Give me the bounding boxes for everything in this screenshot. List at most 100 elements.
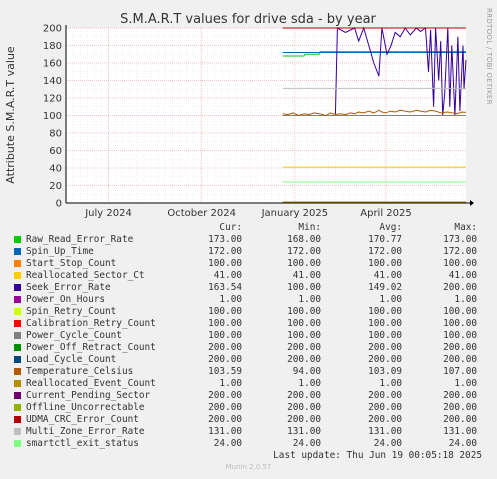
- legend-row: UDMA_CRC_Error_Count 200.00 200.00 200.00 20…: [12, 414, 490, 426]
- legend-swatch: [14, 260, 21, 267]
- column-header-avg: Avg:: [379, 222, 402, 233]
- legend-avg: 172.00: [368, 246, 402, 257]
- legend-swatch: [14, 404, 21, 411]
- legend-min: 24.00: [292, 438, 321, 449]
- legend-min: 94.00: [292, 366, 321, 377]
- legend-row: Spin_Up_Time 172.00 172.00 172.00 172.00: [12, 246, 490, 258]
- legend-max: 200.00: [443, 354, 477, 365]
- y-tick-label: 120: [43, 94, 62, 105]
- legend-name: Load_Cycle_Count: [26, 354, 117, 365]
- legend-row: Reallocated_Sector_Ct 41.00 41.00 41.00 41.0…: [12, 270, 490, 282]
- legend-min: 100.00: [287, 306, 321, 317]
- legend-row: Calibration_Retry_Count 100.00 100.00 100.0…: [12, 318, 490, 330]
- legend-min: 1.00: [298, 294, 321, 305]
- legend-avg: 170.77: [368, 234, 402, 245]
- legend-min: 200.00: [287, 354, 321, 365]
- x-tick-label: October 2024: [167, 208, 236, 219]
- y-tick-label: 200: [43, 24, 62, 35]
- legend-name: Multi_Zone_Error_Rate: [26, 426, 145, 437]
- x-axis-arrow: [470, 200, 474, 206]
- legend-name: Calibration_Retry_Count: [26, 318, 156, 329]
- legend-avg: 41.00: [373, 270, 402, 281]
- x-tick-label: January 2025: [261, 208, 329, 219]
- legend-cur: 100.00: [208, 306, 242, 317]
- legend-swatch: [14, 236, 21, 243]
- y-tick-label: 80: [49, 129, 62, 140]
- legend-name: Raw_Read_Error_Rate: [26, 234, 134, 245]
- series-line-Raw_Read_Error_Rate: [282, 51, 466, 57]
- legend-row: Temperature_Celsius 103.59 94.00 103.09 107.…: [12, 366, 490, 378]
- legend-avg: 100.00: [368, 258, 402, 269]
- legend-swatch: [14, 368, 21, 375]
- legend-name: Power_Off_Retract_Count: [26, 342, 156, 353]
- legend-swatch: [14, 344, 21, 351]
- legend-cur: 200.00: [208, 414, 242, 425]
- legend-min: 100.00: [287, 330, 321, 341]
- legend-swatch: [14, 308, 21, 315]
- legend-cur: 24.00: [213, 438, 242, 449]
- legend-row: Current_Pending_Sector 200.00 200.00 200.00…: [12, 390, 490, 402]
- y-tick-label: 140: [43, 76, 62, 87]
- legend-max: 100.00: [443, 258, 477, 269]
- legend-row: Spin_Retry_Count 100.00 100.00 100.00 100.00: [12, 306, 490, 318]
- y-tick-label: 0: [56, 199, 62, 210]
- legend-header: Cur: Min: Avg: Max:: [12, 222, 490, 234]
- y-tick-label: 40: [49, 164, 62, 175]
- legend-cur: 100.00: [208, 258, 242, 269]
- column-header-max: Max:: [454, 222, 477, 233]
- legend-row: Raw_Read_Error_Rate 173.00 168.00 170.77 173…: [12, 234, 490, 246]
- legend-cur: 173.00: [208, 234, 242, 245]
- legend-cur: 1.00: [219, 378, 242, 389]
- legend-cur: 172.00: [208, 246, 242, 257]
- legend-avg: 1.00: [379, 294, 402, 305]
- legend-name: Temperature_Celsius: [26, 366, 134, 377]
- legend-cur: 200.00: [208, 402, 242, 413]
- legend-row: Reallocated_Event_Count 1.00 1.00 1.00 1.00: [12, 378, 490, 390]
- legend-name: Start_Stop_Count: [26, 258, 117, 269]
- legend-row: Multi_Zone_Error_Rate 131.00 131.00 131.00 1…: [12, 426, 490, 438]
- x-tick-label: July 2024: [84, 208, 132, 219]
- legend-avg: 200.00: [368, 342, 402, 353]
- legend-min: 41.00: [292, 270, 321, 281]
- legend-avg: 131.00: [368, 426, 402, 437]
- legend-max: 172.00: [443, 246, 477, 257]
- legend-min: 200.00: [287, 414, 321, 425]
- legend-swatch: [14, 428, 21, 435]
- legend-max: 200.00: [443, 342, 477, 353]
- last-update: Last update: Thu Jun 19 00:05:18 2025: [273, 450, 482, 461]
- legend-row: Seek_Error_Rate 163.54 100.00 149.02 200.00: [12, 282, 490, 294]
- legend-swatch: [14, 332, 21, 339]
- legend-swatch: [14, 284, 21, 291]
- legend-min: 200.00: [287, 402, 321, 413]
- legend: Cur: Min: Avg: Max: Raw_Read_Error_Rate 1…: [12, 222, 490, 450]
- y-tick-label: 180: [43, 41, 62, 52]
- legend-max: 173.00: [443, 234, 477, 245]
- legend-swatch: [14, 392, 21, 399]
- legend-swatch: [14, 272, 21, 279]
- legend-cur: 103.59: [208, 366, 242, 377]
- legend-name: Power_Cycle_Count: [26, 330, 122, 341]
- legend-row: Offline_Uncorrectable 200.00 200.00 200.00 2…: [12, 402, 490, 414]
- legend-min: 100.00: [287, 282, 321, 293]
- legend-avg: 200.00: [368, 390, 402, 401]
- legend-avg: 100.00: [368, 318, 402, 329]
- column-header-cur: Cur:: [219, 222, 242, 233]
- legend-min: 200.00: [287, 342, 321, 353]
- legend-max: 1.00: [454, 294, 477, 305]
- legend-cur: 200.00: [208, 390, 242, 401]
- legend-avg: 200.00: [368, 414, 402, 425]
- legend-max: 1.00: [454, 378, 477, 389]
- chart: S.M.A.R.T values for drive sda - by year…: [4, 8, 493, 219]
- munin-version: Munin 2.0.57: [225, 463, 272, 471]
- legend-row: smartctl_exit_status 24.00 24.00 24.00 24.00: [12, 438, 490, 450]
- y-tick-label: 60: [49, 146, 62, 157]
- series-line-Temperature_Celsius: [282, 109, 467, 117]
- legend-swatch: [14, 248, 21, 255]
- legend-swatch: [14, 416, 21, 423]
- legend-min: 131.00: [287, 426, 321, 437]
- legend-cur: 200.00: [208, 342, 242, 353]
- legend-row: Power_Cycle_Count 100.00 100.00 100.00 100.0…: [12, 330, 490, 342]
- legend-cur: 163.54: [208, 282, 242, 293]
- legend-max: 41.00: [448, 270, 477, 281]
- rrdtool-side-label: RRDTOOL / TOBI OETIKER: [485, 8, 493, 105]
